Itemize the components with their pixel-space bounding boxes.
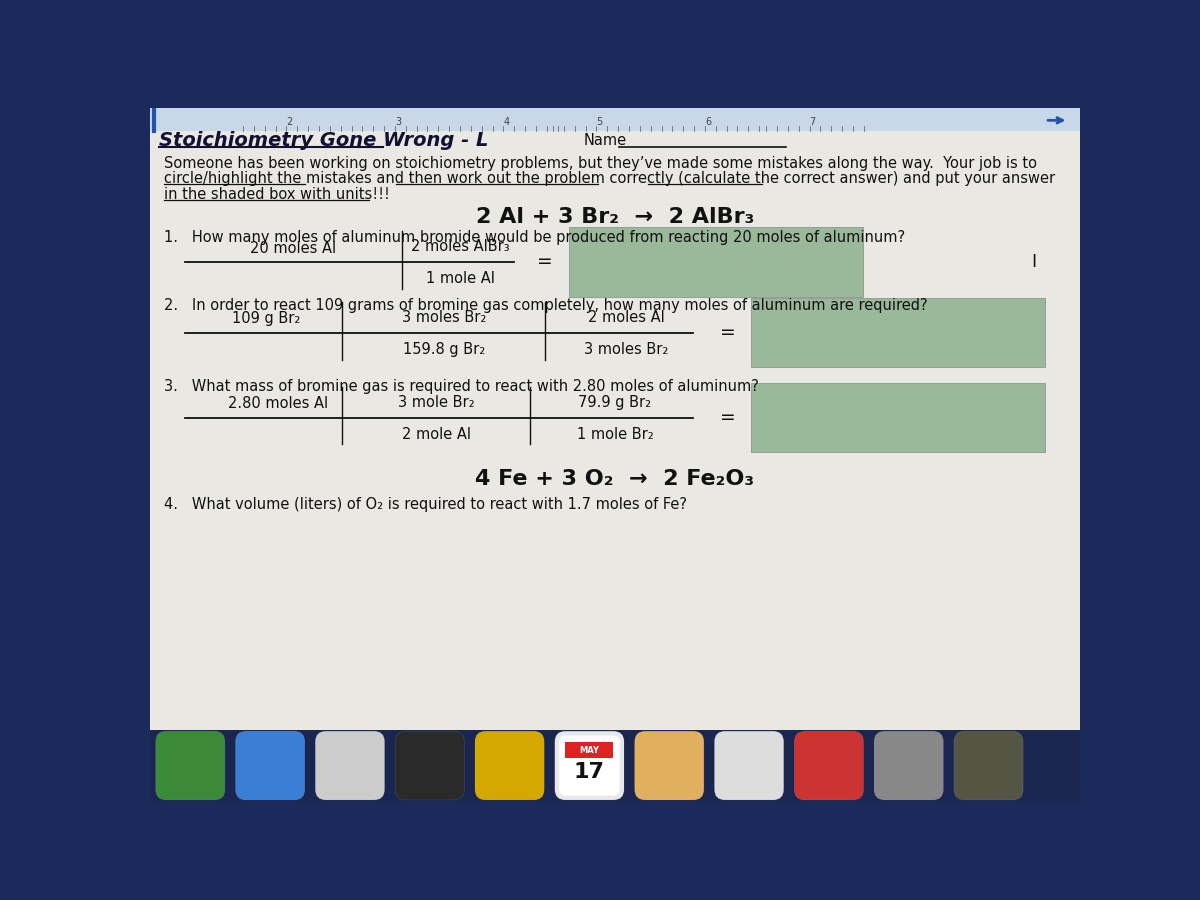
- FancyBboxPatch shape: [559, 735, 619, 796]
- FancyBboxPatch shape: [235, 731, 305, 800]
- Text: 2 Al + 3 Br₂  →  2 AlBr₃: 2 Al + 3 Br₂ → 2 AlBr₃: [476, 207, 754, 228]
- Text: 4 Fe + 3 O₂  →  2 Fe₂O₃: 4 Fe + 3 O₂ → 2 Fe₂O₃: [475, 469, 755, 489]
- Text: Stoichiometry Gone Wrong - L: Stoichiometry Gone Wrong - L: [160, 130, 488, 149]
- Text: 2 mole Al: 2 mole Al: [402, 427, 472, 442]
- Text: 4.   What volume (liters) of O₂ is required to react with 1.7 moles of Fe?: 4. What volume (liters) of O₂ is require…: [164, 497, 686, 512]
- Text: 2: 2: [287, 117, 293, 127]
- Text: 2.   In order to react 109 grams of bromine gas completely, how many moles of al: 2. In order to react 109 grams of bromin…: [164, 299, 928, 313]
- FancyBboxPatch shape: [554, 731, 624, 800]
- Text: 2 moles AlBr₃: 2 moles AlBr₃: [410, 239, 509, 254]
- Text: 3.   What mass of bromine gas is required to react with 2.80 moles of aluminum?: 3. What mass of bromine gas is required …: [164, 379, 758, 394]
- Text: 1.   How many moles of aluminum bromide would be produced from reacting 20 moles: 1. How many moles of aluminum bromide wo…: [164, 230, 905, 245]
- Text: 3 moles Br₂: 3 moles Br₂: [402, 310, 487, 325]
- Text: I: I: [1031, 253, 1036, 271]
- Text: 20 moles Al: 20 moles Al: [251, 240, 336, 256]
- FancyBboxPatch shape: [635, 731, 704, 800]
- FancyBboxPatch shape: [475, 731, 544, 800]
- FancyBboxPatch shape: [794, 731, 864, 800]
- Bar: [150, 730, 1080, 801]
- Text: circle/highlight the mistakes and then work out the problem correctly (calculate: circle/highlight the mistakes and then w…: [164, 171, 1055, 186]
- Text: 3: 3: [395, 117, 401, 127]
- Text: 1 mole Al: 1 mole Al: [426, 272, 494, 286]
- Text: 6: 6: [704, 117, 712, 127]
- Text: Name: Name: [584, 133, 628, 148]
- FancyBboxPatch shape: [395, 731, 464, 800]
- FancyBboxPatch shape: [874, 731, 943, 800]
- Text: 17: 17: [574, 761, 605, 782]
- Text: =: =: [720, 323, 736, 342]
- Text: 1 mole Br₂: 1 mole Br₂: [577, 427, 653, 442]
- FancyBboxPatch shape: [156, 731, 224, 800]
- Bar: [565, 742, 613, 758]
- FancyBboxPatch shape: [714, 731, 784, 800]
- Text: 7: 7: [810, 117, 816, 127]
- Text: Someone has been working on stoichiometry problems, but they’ve made some mistak: Someone has been working on stoichiometr…: [164, 156, 1037, 171]
- FancyBboxPatch shape: [954, 731, 1024, 800]
- Text: 4: 4: [504, 117, 510, 127]
- Text: 109 g Br₂: 109 g Br₂: [232, 311, 300, 327]
- Text: 2.80 moles Al: 2.80 moles Al: [228, 396, 328, 411]
- Text: 159.8 g Br₂: 159.8 g Br₂: [403, 342, 486, 357]
- FancyBboxPatch shape: [316, 731, 384, 800]
- Text: 3 moles Br₂: 3 moles Br₂: [584, 342, 668, 357]
- Bar: [569, 228, 863, 297]
- Text: =: =: [720, 408, 736, 427]
- Text: =: =: [538, 253, 553, 272]
- Bar: [751, 298, 1045, 367]
- Text: 3 mole Br₂: 3 mole Br₂: [398, 394, 475, 410]
- Text: 5: 5: [596, 117, 602, 127]
- Bar: [150, 108, 1080, 131]
- Text: 2 moles Al: 2 moles Al: [588, 310, 665, 325]
- Text: in the shaded box with units!!!: in the shaded box with units!!!: [164, 186, 390, 202]
- Bar: [751, 382, 1045, 452]
- Text: MAY: MAY: [580, 746, 600, 755]
- Text: 79.9 g Br₂: 79.9 g Br₂: [578, 394, 652, 410]
